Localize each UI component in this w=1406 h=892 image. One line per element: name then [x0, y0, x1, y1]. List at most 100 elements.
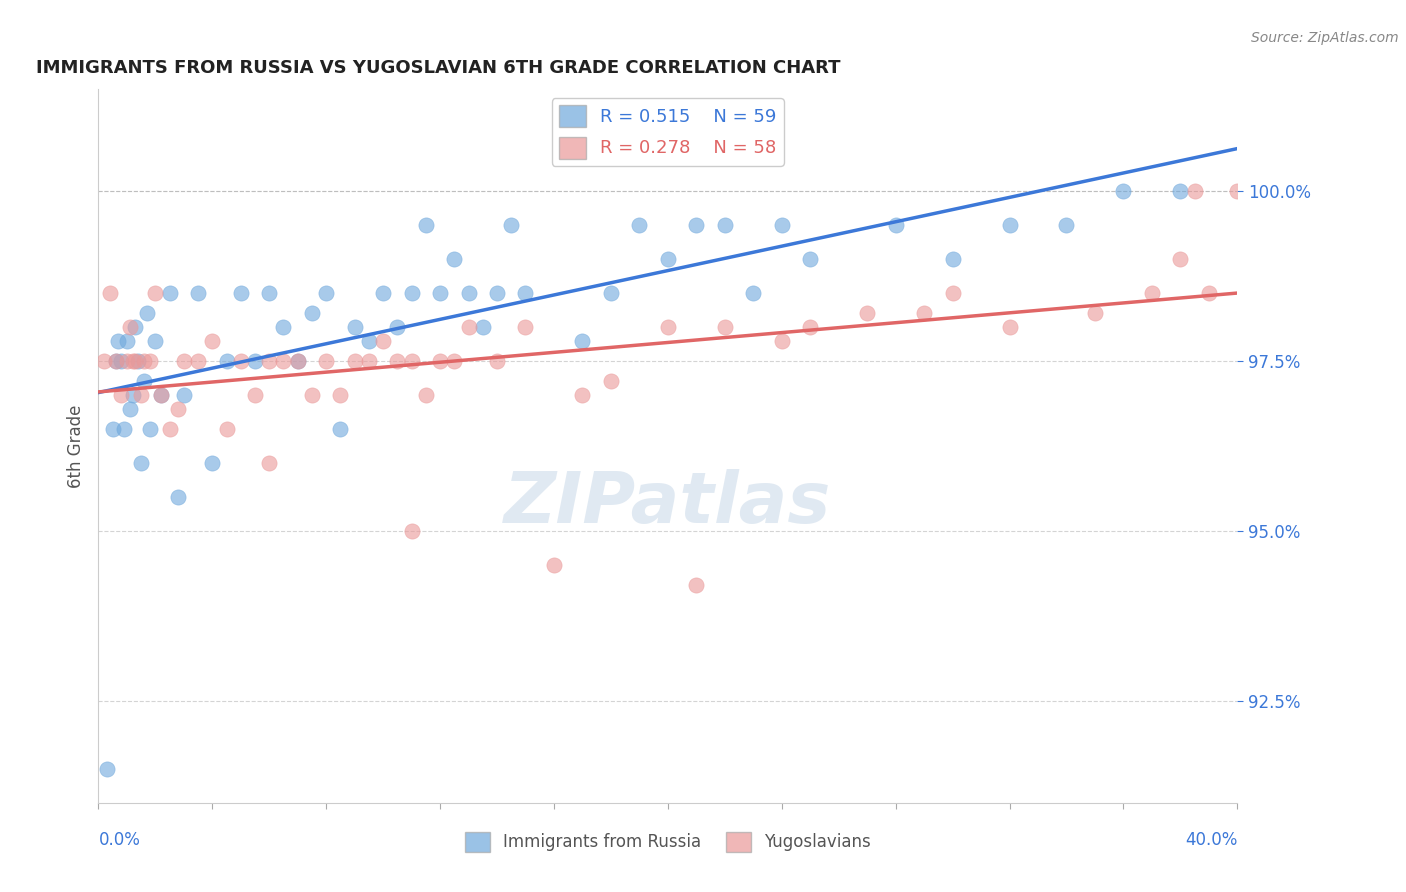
Point	[107, 334, 129, 348]
Point	[799, 320, 821, 334]
Point	[121, 388, 143, 402]
Point	[273, 354, 295, 368]
Point	[401, 524, 423, 538]
Text: 40.0%: 40.0%	[1185, 831, 1237, 849]
Point	[457, 320, 479, 334]
Point	[93, 354, 115, 368]
Point	[1140, 286, 1163, 301]
Text: Source: ZipAtlas.com: Source: ZipAtlas.com	[1251, 31, 1399, 45]
Point	[401, 286, 423, 301]
Point	[329, 422, 352, 436]
Point	[115, 334, 138, 348]
Point	[387, 354, 409, 368]
Point	[571, 388, 593, 402]
Point	[110, 388, 132, 402]
Point	[315, 286, 337, 301]
Point	[387, 320, 409, 334]
Point	[343, 320, 366, 334]
Point	[657, 320, 679, 334]
Point	[135, 306, 157, 320]
Point	[357, 354, 380, 368]
Point	[301, 388, 323, 402]
Point	[1170, 252, 1192, 266]
Point	[329, 388, 352, 402]
Point	[118, 401, 141, 416]
Point	[287, 354, 309, 368]
Point	[187, 286, 209, 301]
Point	[856, 306, 879, 320]
Point	[657, 252, 679, 266]
Point	[371, 334, 394, 348]
Point	[301, 306, 323, 320]
Point	[115, 354, 138, 368]
Point	[132, 354, 155, 368]
Point	[942, 252, 965, 266]
Point	[159, 422, 181, 436]
Point	[1198, 286, 1220, 301]
Point	[259, 456, 281, 470]
Point	[742, 286, 765, 301]
Point	[101, 422, 124, 436]
Point	[443, 354, 465, 368]
Point	[998, 320, 1021, 334]
Point	[259, 354, 281, 368]
Point	[799, 252, 821, 266]
Point	[229, 354, 252, 368]
Point	[167, 490, 190, 504]
Point	[121, 354, 143, 368]
Point	[229, 286, 252, 301]
Point	[515, 320, 537, 334]
Point	[167, 401, 190, 416]
Point	[1184, 184, 1206, 198]
Point	[138, 422, 160, 436]
Point	[159, 286, 181, 301]
Point	[501, 218, 523, 232]
Point	[98, 286, 121, 301]
Point	[884, 218, 907, 232]
Point	[429, 286, 451, 301]
Point	[357, 334, 380, 348]
Point	[714, 320, 737, 334]
Point	[1084, 306, 1107, 320]
Point	[187, 354, 209, 368]
Point	[150, 388, 173, 402]
Point	[150, 388, 173, 402]
Point	[145, 334, 167, 348]
Point	[201, 334, 224, 348]
Point	[96, 762, 118, 776]
Point	[401, 354, 423, 368]
Point	[173, 354, 195, 368]
Point	[129, 456, 152, 470]
Point	[259, 286, 281, 301]
Point	[215, 422, 238, 436]
Point	[515, 286, 537, 301]
Point	[145, 286, 167, 301]
Point	[371, 286, 394, 301]
Point	[486, 354, 509, 368]
Point	[273, 320, 295, 334]
Point	[443, 252, 465, 266]
Point	[315, 354, 337, 368]
Point	[112, 422, 135, 436]
Point	[415, 388, 437, 402]
Point	[132, 375, 155, 389]
Point	[287, 354, 309, 368]
Point	[104, 354, 127, 368]
Point	[1226, 184, 1249, 198]
Point	[138, 354, 160, 368]
Point	[129, 388, 152, 402]
Point	[942, 286, 965, 301]
Point	[1112, 184, 1135, 198]
Point	[110, 354, 132, 368]
Point	[912, 306, 935, 320]
Point	[201, 456, 224, 470]
Point	[243, 354, 266, 368]
Point	[415, 218, 437, 232]
Point	[1170, 184, 1192, 198]
Point	[429, 354, 451, 368]
Text: ZIPatlas: ZIPatlas	[505, 468, 831, 538]
Point	[685, 578, 707, 592]
Y-axis label: 6th Grade: 6th Grade	[66, 404, 84, 488]
Point	[770, 218, 793, 232]
Legend: Immigrants from Russia, Yugoslavians: Immigrants from Russia, Yugoslavians	[458, 825, 877, 859]
